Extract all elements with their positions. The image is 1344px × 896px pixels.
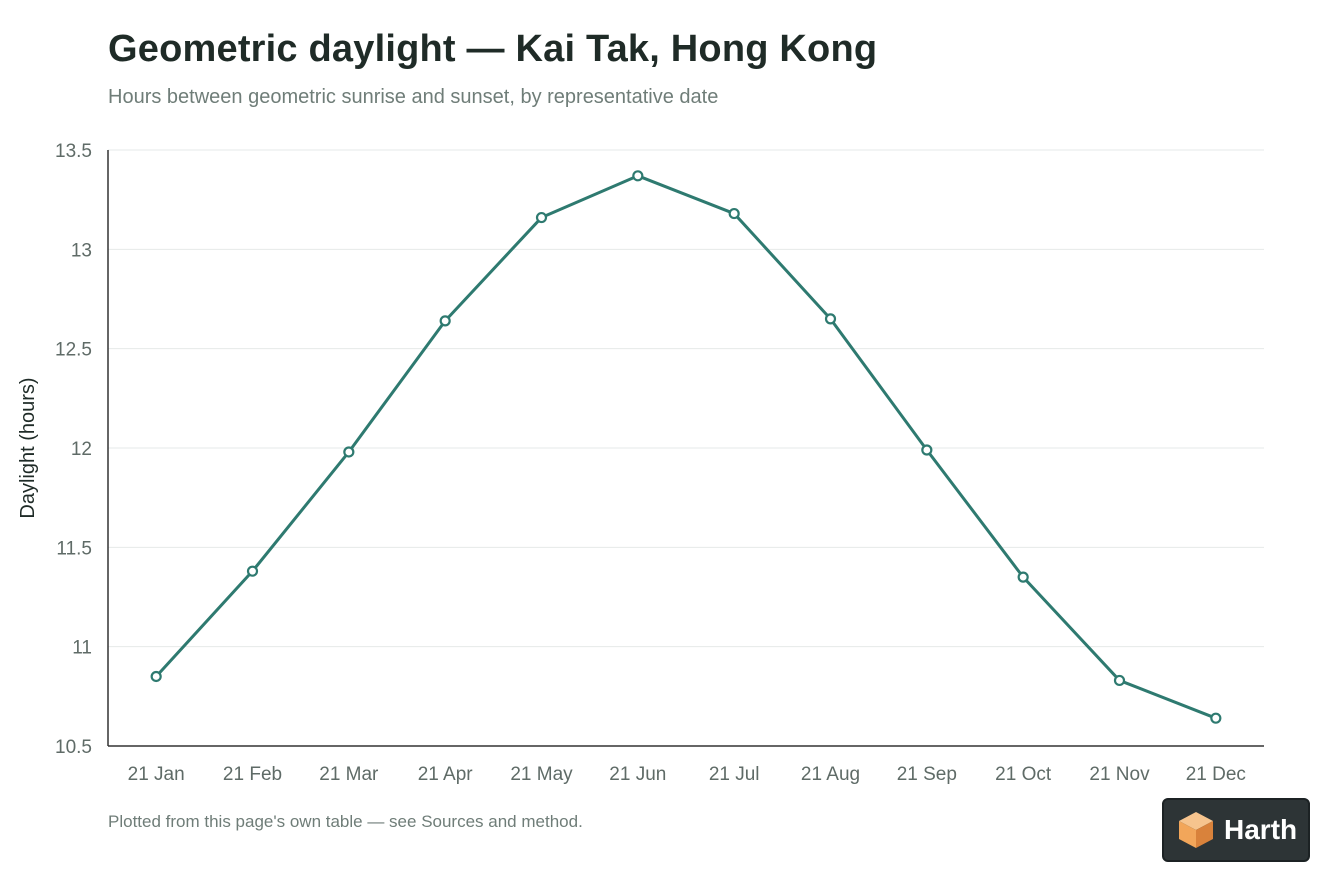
x-tick-label: 21 Apr xyxy=(418,764,474,785)
cube-logo-icon xyxy=(1179,812,1213,848)
data-point xyxy=(150,670,162,683)
x-tick-label: 21 Aug xyxy=(801,764,860,785)
y-tick-label: 13.5 xyxy=(55,141,92,162)
x-tick-label: 21 Jun xyxy=(609,764,666,785)
data-point xyxy=(728,207,740,220)
data-point xyxy=(1113,674,1126,687)
x-tick-label: 21 Mar xyxy=(319,764,379,785)
chart-footnote: Plotted from this page's own table — see… xyxy=(108,812,583,831)
harth-badge[interactable]: Harth xyxy=(1162,798,1310,862)
data-point xyxy=(439,315,451,327)
y-tick-label: 11 xyxy=(72,638,92,659)
x-tick-label: 21 Feb xyxy=(223,764,282,785)
y-tick-label: 11.5 xyxy=(56,538,92,559)
data-point xyxy=(1210,712,1222,724)
data-point xyxy=(246,565,259,577)
y-axis-label: Daylight (hours) xyxy=(17,377,39,518)
x-tick-label: 21 Dec xyxy=(1186,764,1246,785)
chart-subtitle: Hours between geometric sunrise and suns… xyxy=(108,86,719,108)
daylight-series-line xyxy=(154,174,1218,720)
y-tick-label: 13 xyxy=(71,240,92,261)
data-point xyxy=(921,444,933,456)
x-tick-label: 21 Jul xyxy=(709,764,760,785)
data-point xyxy=(535,211,548,224)
x-tick-label: 21 May xyxy=(510,764,573,785)
y-tick-label: 12 xyxy=(71,439,92,460)
x-tick-label: 21 Jan xyxy=(128,764,185,785)
data-point xyxy=(632,170,644,182)
x-tick-label: 21 Nov xyxy=(1089,764,1150,785)
x-tick-label: 21 Oct xyxy=(995,764,1052,785)
chart-title: Geometric daylight — Kai Tak, Hong Kong xyxy=(108,28,878,70)
y-tick-label: 10.5 xyxy=(55,737,92,758)
x-tick-label: 21 Sep xyxy=(897,764,957,785)
data-point xyxy=(824,313,837,325)
badge-label: Harth xyxy=(1224,814,1298,845)
data-point xyxy=(1017,571,1029,583)
y-tick-label: 12.5 xyxy=(55,340,92,361)
data-point xyxy=(343,446,355,458)
